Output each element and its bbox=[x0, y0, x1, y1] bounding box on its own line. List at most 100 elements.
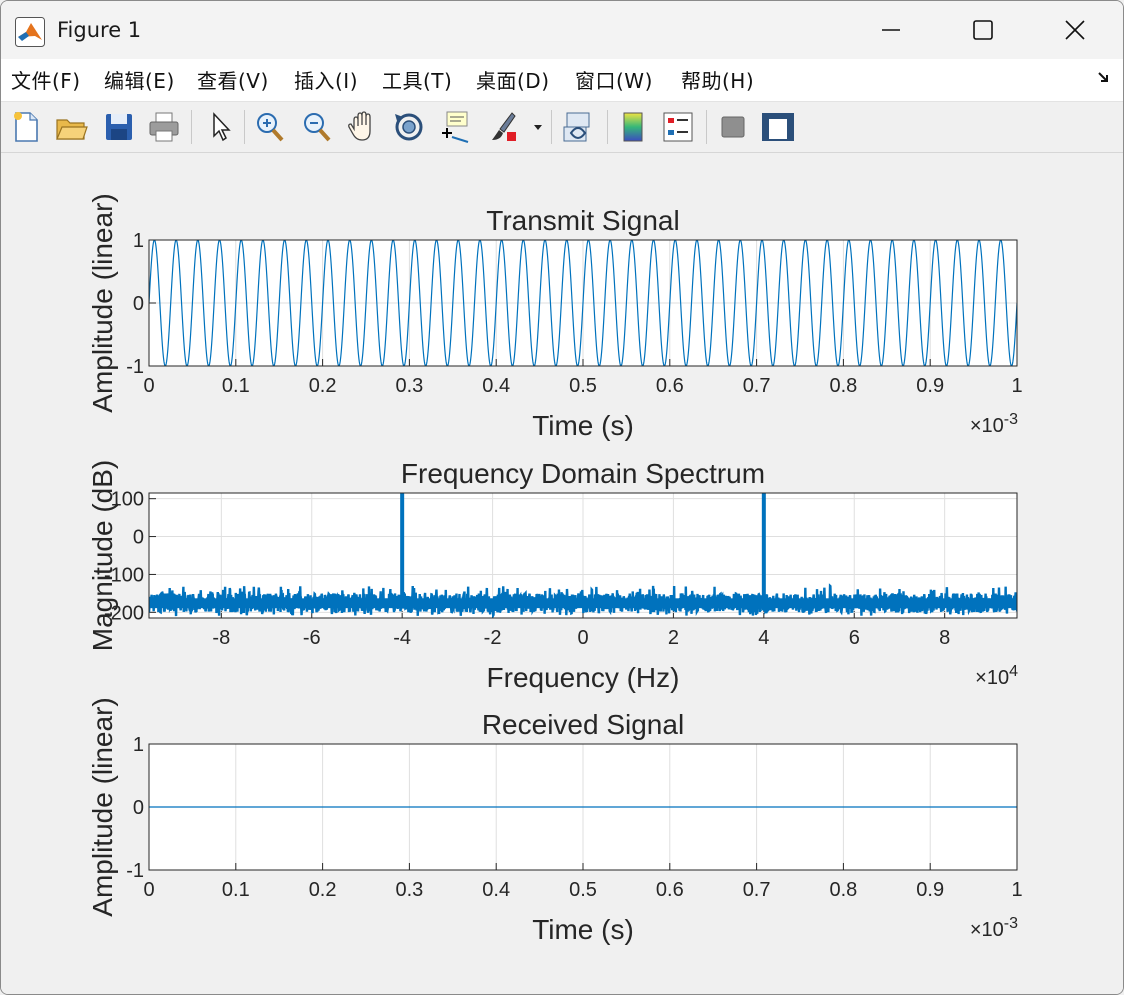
dock-arrow-icon[interactable] bbox=[1097, 69, 1113, 85]
open-file-button[interactable] bbox=[54, 109, 88, 145]
x-tick-label: 0.1 bbox=[222, 879, 250, 901]
x-tick-label: 0 bbox=[577, 627, 588, 649]
x-tick-label: 2 bbox=[668, 627, 679, 649]
axes-frame bbox=[148, 743, 1018, 871]
window-title: Figure 1 bbox=[57, 18, 142, 42]
noise-floor-trace bbox=[149, 583, 1017, 618]
menu-edit[interactable]: 编辑(E) bbox=[104, 69, 175, 93]
axes-frame bbox=[148, 239, 1018, 367]
show-plot-tools-icon bbox=[762, 113, 794, 141]
link-plot-button[interactable] bbox=[561, 109, 595, 145]
brush-button[interactable] bbox=[486, 109, 520, 145]
data-cursor-button[interactable] bbox=[438, 109, 472, 145]
maximize-button[interactable] bbox=[937, 1, 1029, 59]
matlab-logo-icon bbox=[15, 17, 45, 47]
y-tick-label: 100 bbox=[111, 489, 144, 511]
new-figure-icon bbox=[14, 112, 38, 142]
zoom-in-button[interactable] bbox=[253, 109, 287, 145]
x-tick-label: 6 bbox=[849, 627, 860, 649]
rotate-3d-button[interactable] bbox=[392, 109, 426, 145]
print-button[interactable] bbox=[147, 109, 181, 145]
x-tick-label: 0.5 bbox=[569, 375, 597, 397]
y-tick-label: 1 bbox=[133, 230, 144, 252]
toolbar-separator bbox=[244, 110, 245, 144]
x-tick-label: 0.5 bbox=[569, 879, 597, 901]
figure-canvas: 0 0.1 0.2 0.3 0.4 0.5 0.6 0.7 0.8 0.9 1 -1 0 1 Transmi… bbox=[1, 153, 1123, 994]
x-tick-label: 0 bbox=[143, 879, 154, 901]
noise-floor-band bbox=[149, 598, 1017, 609]
axis-exponent-label: ×10-3 bbox=[970, 411, 1018, 437]
minimize-icon bbox=[882, 29, 900, 31]
menu-help[interactable]: 帮助(H) bbox=[681, 69, 755, 93]
y-tick-label: 0 bbox=[133, 797, 144, 819]
axis-exponent-label: ×10-3 bbox=[970, 915, 1018, 941]
data-cursor-icon bbox=[442, 111, 469, 143]
insert-legend-button[interactable] bbox=[661, 109, 695, 145]
x-tick-label: 0.2 bbox=[309, 879, 337, 901]
x-tick-label: 0.8 bbox=[829, 375, 857, 397]
transmit-signal-line bbox=[149, 240, 1017, 366]
brush-dropdown-button[interactable] bbox=[530, 109, 546, 145]
y-tick-label: 1 bbox=[133, 734, 144, 756]
chart-title: Frequency Domain Spectrum bbox=[401, 458, 765, 489]
save-icon bbox=[106, 114, 132, 140]
close-icon bbox=[1065, 20, 1085, 40]
close-button[interactable] bbox=[1029, 1, 1121, 59]
x-tick-label: -2 bbox=[484, 627, 502, 649]
brush-dropdown-icon bbox=[534, 125, 542, 130]
x-tick-label: 0.6 bbox=[656, 879, 684, 901]
axes-frame bbox=[148, 492, 1018, 619]
maximize-icon bbox=[973, 20, 993, 40]
axes-1: 0 0.1 0.2 0.3 0.4 0.5 0.6 0.7 0.8 0.9 1-101Transmi… bbox=[87, 193, 1023, 441]
x-tick-label: 4 bbox=[758, 627, 769, 649]
x-tick-label: 0.4 bbox=[482, 879, 510, 901]
x-tick-label: 0.7 bbox=[743, 375, 771, 397]
figure-plots: 0 0.1 0.2 0.3 0.4 0.5 0.6 0.7 0.8 0.9 1-101Transmi… bbox=[87, 193, 1023, 945]
x-tick-label: -6 bbox=[303, 627, 321, 649]
y-axis-label: Amplitude (linear) bbox=[87, 193, 118, 412]
chart-title: Received Signal bbox=[482, 709, 684, 740]
menu-insert[interactable]: 插入(I) bbox=[294, 69, 359, 93]
zoom-out-icon bbox=[304, 113, 331, 142]
y-tick-label: 0 bbox=[133, 527, 144, 549]
axes-3: 0 0.1 0.2 0.3 0.4 0.5 0.6 0.7 0.8 0.9 1-101Receive… bbox=[87, 697, 1023, 945]
x-tick-label: 0.9 bbox=[916, 375, 944, 397]
rotate-3d-icon bbox=[395, 113, 423, 141]
x-tick-label: 1 bbox=[1011, 879, 1022, 901]
pan-icon bbox=[348, 111, 371, 141]
y-tick-label: -1 bbox=[126, 860, 144, 882]
pan-button[interactable] bbox=[346, 109, 380, 145]
insert-colorbar-button[interactable] bbox=[616, 109, 650, 145]
zoom-out-button[interactable] bbox=[300, 109, 334, 145]
x-tick-label: -4 bbox=[393, 627, 411, 649]
menu-view[interactable]: 查看(V) bbox=[197, 69, 269, 93]
x-tick-label: 0.8 bbox=[829, 879, 857, 901]
menu-tools[interactable]: 工具(T) bbox=[382, 69, 453, 93]
minimize-button[interactable] bbox=[845, 1, 937, 59]
y-tick-label: -1 bbox=[126, 356, 144, 378]
link-plot-icon bbox=[563, 112, 590, 142]
hide-plot-tools-button[interactable] bbox=[716, 109, 750, 145]
chart-title: Transmit Signal bbox=[486, 205, 679, 236]
zoom-in-icon bbox=[257, 113, 284, 142]
toolbar-separator bbox=[706, 110, 707, 144]
title-bar[interactable]: Figure 1 bbox=[1, 1, 1123, 59]
y-axis-label: Amplitude (linear) bbox=[87, 697, 118, 916]
menu-window[interactable]: 窗口(W) bbox=[575, 69, 653, 93]
menu-desktop[interactable]: 桌面(D) bbox=[476, 69, 550, 93]
legend-icon bbox=[663, 112, 693, 142]
x-tick-label: 1 bbox=[1011, 375, 1022, 397]
x-tick-label: 0.9 bbox=[916, 879, 944, 901]
hide-plot-tools-icon bbox=[721, 116, 745, 138]
x-tick-label: 8 bbox=[939, 627, 950, 649]
figure-toolbar bbox=[1, 102, 1123, 153]
x-axis-label: Time (s) bbox=[532, 914, 634, 945]
show-plot-tools-button[interactable] bbox=[761, 109, 795, 145]
print-icon bbox=[149, 112, 179, 142]
data-series bbox=[149, 493, 1017, 618]
new-figure-button[interactable] bbox=[9, 109, 43, 145]
edit-plot-button[interactable] bbox=[203, 109, 237, 145]
save-button[interactable] bbox=[102, 109, 136, 145]
menu-file[interactable]: 文件(F) bbox=[11, 69, 81, 93]
